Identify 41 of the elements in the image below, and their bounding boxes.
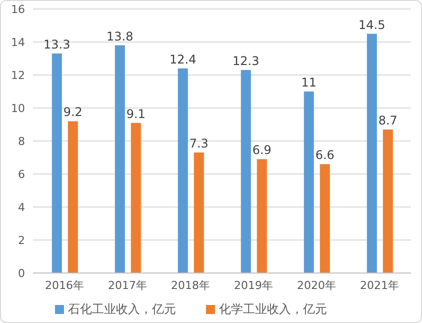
data-label: 9.1 — [126, 106, 146, 121]
bar — [240, 70, 251, 273]
x-tick-label: 2020年 — [297, 278, 336, 292]
data-label: 9.2 — [63, 105, 82, 120]
data-label: 6.9 — [252, 143, 272, 158]
bar — [304, 92, 314, 273]
bar — [320, 164, 330, 273]
data-label: 13.8 — [106, 29, 134, 44]
y-tick-label: 0 — [18, 266, 25, 280]
x-tick-label: 2019年 — [234, 278, 273, 292]
legend-label: 石化工业收入，亿元 — [68, 302, 176, 316]
data-label: 14.5 — [358, 18, 386, 32]
bar — [382, 129, 393, 273]
y-tick-label: 8 — [18, 134, 25, 148]
data-label: 6.6 — [315, 148, 334, 162]
y-tick-label: 6 — [18, 168, 25, 181]
data-label: 7.3 — [189, 136, 208, 151]
bar — [52, 54, 62, 273]
bar — [366, 34, 377, 273]
y-tick-label: 12 — [11, 68, 25, 82]
data-label: 11 — [301, 76, 317, 90]
y-tick-label: 4 — [18, 200, 25, 214]
x-tick-label: 2017年 — [108, 278, 147, 292]
x-tick-label: 2016年 — [45, 278, 84, 292]
data-label: 12.4 — [170, 52, 196, 66]
legend-label: 化学工业收入，亿元 — [219, 302, 327, 316]
y-tick-label: 16 — [11, 2, 25, 16]
bar — [178, 68, 188, 273]
bar — [256, 159, 267, 273]
y-tick-label: 10 — [11, 102, 25, 115]
x-tick-label: 2018年 — [171, 278, 210, 292]
y-tick-label: 14 — [11, 36, 25, 49]
y-tick-label: 2 — [18, 234, 25, 247]
data-label: 8.7 — [378, 113, 398, 128]
data-label: 13.3 — [44, 38, 70, 52]
data-label: 12.3 — [232, 54, 260, 68]
bar — [194, 152, 204, 273]
bar — [68, 121, 78, 273]
bar — [130, 122, 141, 273]
x-tick-label: 2021年 — [360, 278, 399, 292]
bar — [114, 45, 125, 273]
